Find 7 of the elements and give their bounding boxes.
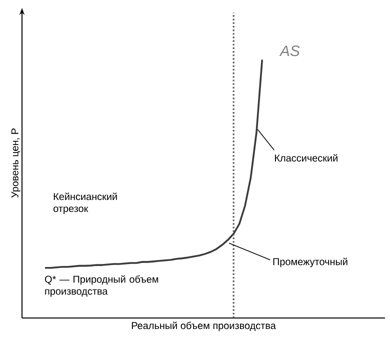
series-label: AS (279, 46, 300, 56)
annotation: Q* — Природный объем производства (44, 275, 158, 297)
x-axis-title: Реальный объем производства (132, 322, 276, 332)
y-axis-title: Уровень цен, Р (11, 128, 20, 198)
text: Классический (275, 154, 338, 162)
annotation: Кейнсианский отрезок (54, 192, 117, 214)
text: Промежуточный (273, 258, 348, 268)
